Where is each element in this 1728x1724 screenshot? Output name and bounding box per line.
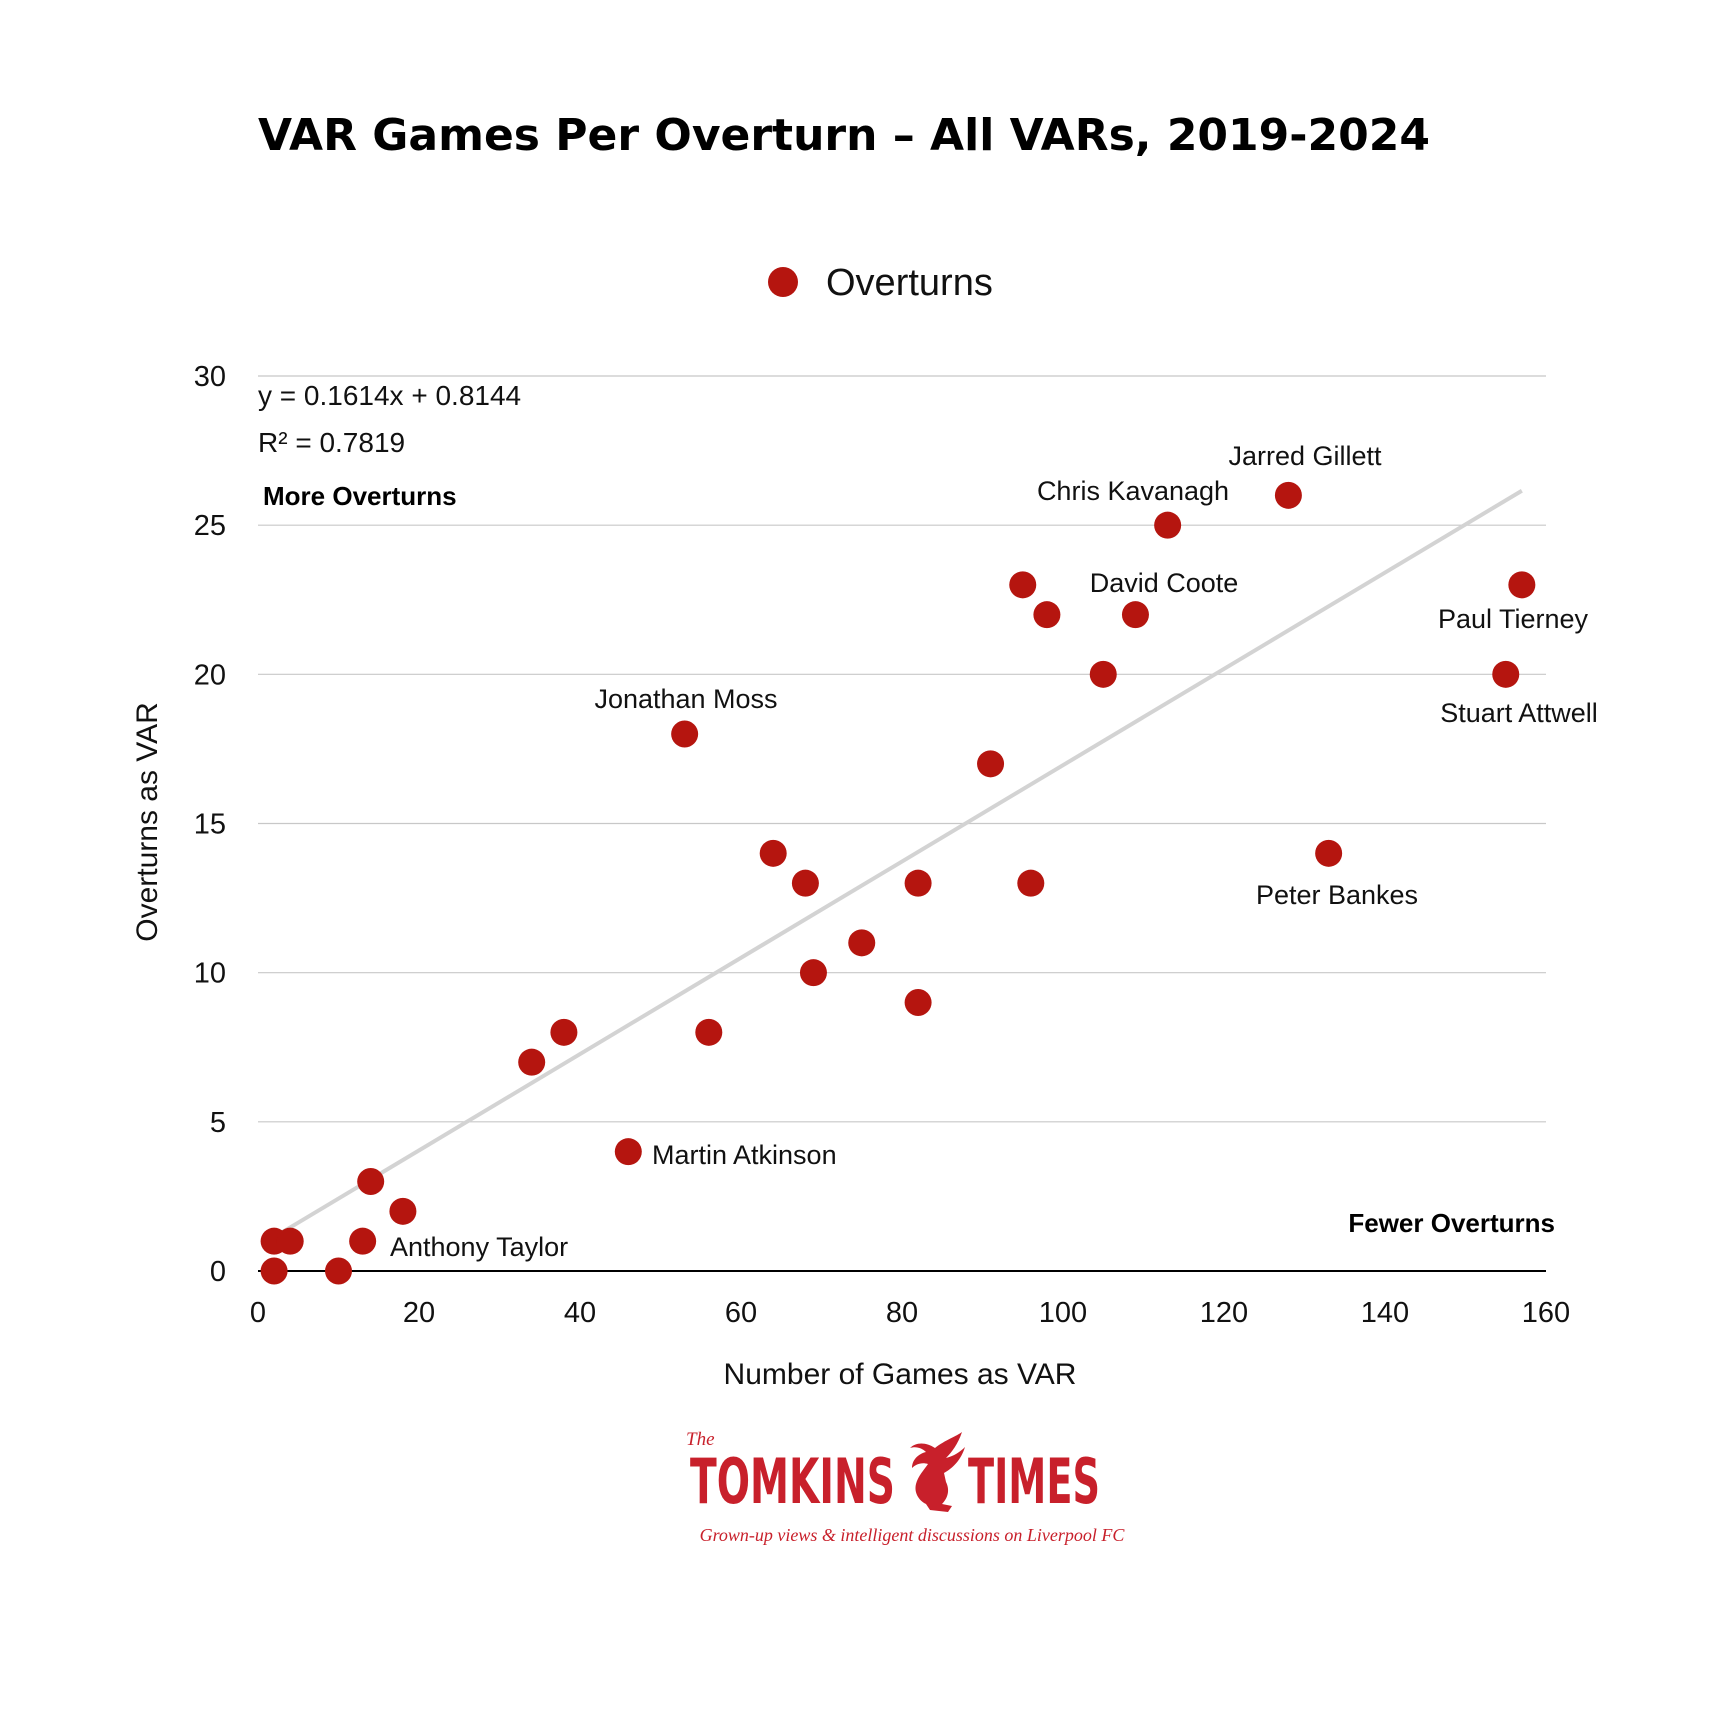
chart-title: VAR Games Per Overturn – All VARs, 2019-… <box>258 110 1430 161</box>
x-tick-label-100: 100 <box>1039 1297 1087 1329</box>
data-point <box>1274 481 1302 509</box>
y-tick-label-30: 30 <box>194 361 226 393</box>
data-point <box>518 1048 546 1076</box>
data-point <box>759 839 787 867</box>
data-point <box>389 1197 417 1225</box>
data-point <box>904 989 932 1016</box>
annotation-more-overturns: More Overturns <box>263 481 457 511</box>
liver-bird-icon <box>910 1432 965 1512</box>
legend: Overturns <box>768 262 993 304</box>
data-point <box>1492 660 1520 688</box>
point-label-martin-atkinson: Martin Atkinson <box>652 1140 837 1170</box>
data-point <box>904 869 932 897</box>
data-point <box>614 1138 642 1166</box>
data-point <box>1154 511 1182 539</box>
x-tick-label-160: 160 <box>1522 1297 1570 1329</box>
data-point <box>1017 869 1045 897</box>
x-tick-label-0: 0 <box>250 1297 266 1329</box>
data-point <box>977 750 1005 778</box>
y-tick-label-25: 25 <box>194 510 226 542</box>
brand-name-right: TIMES <box>968 1445 1100 1518</box>
x-tick-label-20: 20 <box>403 1297 435 1329</box>
data-point <box>1315 839 1343 867</box>
point-label-stuart-attwell: Stuart Attwell <box>1440 698 1598 728</box>
data-point <box>799 959 827 987</box>
point-label-peter-bankes: Peter Bankes <box>1256 880 1418 910</box>
data-point <box>1009 571 1037 599</box>
data-point <box>1508 571 1536 599</box>
data-point <box>349 1227 377 1255</box>
x-tick-label-120: 120 <box>1200 1297 1248 1329</box>
data-point <box>550 1018 578 1046</box>
brand-the: The <box>686 1429 715 1450</box>
x-tick-label-60: 60 <box>725 1297 757 1329</box>
y-tick-label-20: 20 <box>194 659 226 691</box>
point-label-paul-tierney: Paul Tierney <box>1438 604 1589 634</box>
data-point <box>276 1227 304 1255</box>
y-tick-label-0: 0 <box>210 1256 226 1288</box>
x-axis-ticks: 0 20 40 60 80 100 120 140 160 <box>250 1297 1570 1329</box>
x-tick-label-80: 80 <box>886 1297 918 1329</box>
x-tick-label-140: 140 <box>1361 1297 1409 1329</box>
brand-name-left: TOMKINS <box>690 1445 895 1518</box>
legend-label: Overturns <box>826 262 993 304</box>
data-point <box>1033 601 1061 629</box>
brand-tagline: Grown-up views & intelligent discussions… <box>700 1525 1126 1545</box>
data-point <box>848 929 876 957</box>
data-point <box>1121 601 1149 629</box>
point-label-david-coote: David Coote <box>1090 568 1239 598</box>
y-axis-label: Overturns as VAR <box>131 702 164 942</box>
data-point <box>357 1168 385 1195</box>
y-tick-label-5: 5 <box>210 1107 226 1139</box>
data-point <box>791 869 819 897</box>
y-tick-label-15: 15 <box>194 809 226 841</box>
data-point <box>1089 660 1117 688</box>
y-axis-ticks: 0 5 10 15 20 25 30 <box>194 361 226 1288</box>
data-point <box>671 720 699 748</box>
trendline-group <box>273 489 1523 1239</box>
point-labels: Anthony Taylor Martin Atkinson Jonathan Mo… <box>390 441 1598 1262</box>
trendline <box>273 489 1523 1239</box>
grid-lines <box>258 375 1546 1272</box>
brand-logo: The TOMKINS TIMES Grown-up views & intel… <box>686 1429 1125 1545</box>
point-label-jonathan-moss: Jonathan Moss <box>594 684 777 714</box>
data-point <box>325 1257 352 1285</box>
trendline-r-squared: R² = 0.7819 <box>258 427 405 458</box>
annotation-fewer-overturns: Fewer Overturns <box>1348 1208 1555 1238</box>
point-label-chris-kavanagh: Chris Kavanagh <box>1037 476 1229 506</box>
point-label-anthony-taylor: Anthony Taylor <box>390 1232 568 1262</box>
legend-marker <box>768 267 798 297</box>
data-point <box>695 1018 723 1046</box>
trendline-equation: y = 0.1614x + 0.8144 <box>258 380 521 411</box>
point-label-jarred-gillett: Jarred Gillett <box>1228 441 1382 471</box>
data-point <box>260 1257 288 1285</box>
x-axis-label: Number of Games as VAR <box>724 1358 1077 1391</box>
y-tick-label-10: 10 <box>194 958 226 990</box>
x-tick-label-40: 40 <box>564 1297 596 1329</box>
data-points <box>260 481 1536 1285</box>
